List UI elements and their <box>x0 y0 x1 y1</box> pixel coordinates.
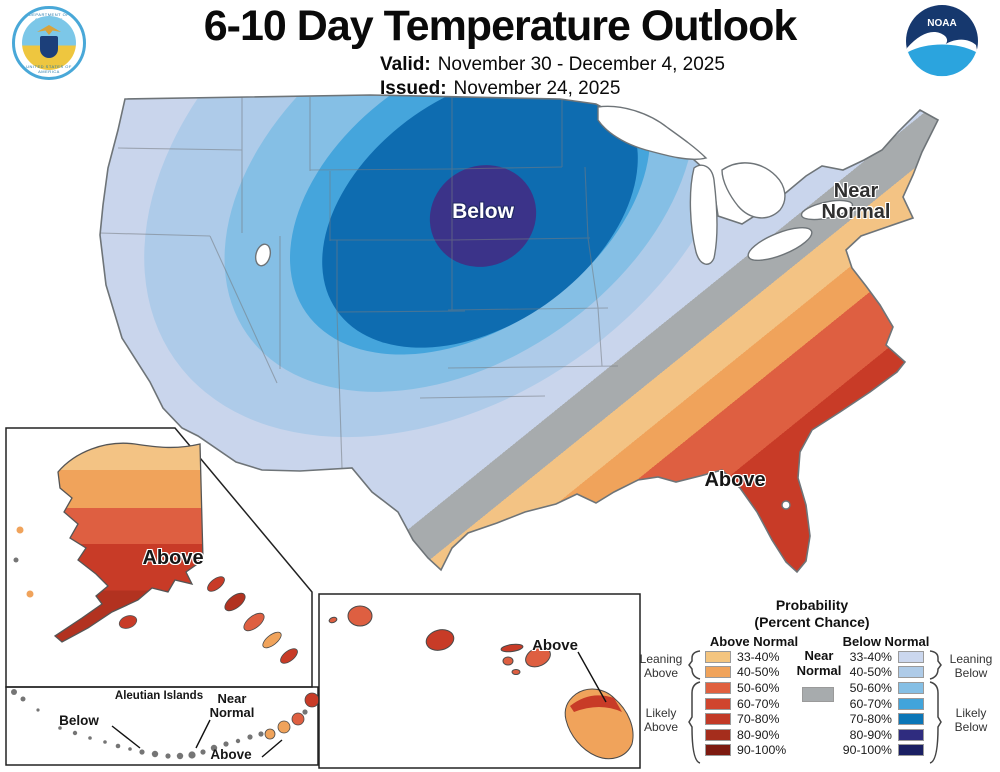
legend-range-label: 50-60% <box>737 680 780 695</box>
legend-near-label-1: Near <box>804 648 834 663</box>
validity-block: Valid: November 30 - December 4, 2025 Iss… <box>380 53 725 101</box>
noaa-logo: NOAA <box>906 5 978 78</box>
noaa-logo-text: NOAA <box>927 18 956 29</box>
legend-swatch <box>898 697 924 710</box>
aleutian-below-label: Below <box>59 713 99 728</box>
conus-above-label: Above <box>704 469 766 491</box>
legend-range-label: 50-60% <box>849 680 892 695</box>
legend-near-label-2: Normal <box>796 663 842 678</box>
legend-swatch <box>898 744 924 757</box>
legend-above-row: 40-50% <box>705 665 791 681</box>
legend-swatch <box>705 728 731 741</box>
legend-swatch <box>705 681 731 694</box>
legend-swatch <box>898 728 924 741</box>
legend-range-label: 60-70% <box>849 696 892 711</box>
aleutian-near-normal-label: Near Normal <box>209 691 255 720</box>
legend-range-label: 90-100% <box>842 743 892 758</box>
legend-below-header: Below Normal <box>842 634 930 649</box>
valid-label: Valid: <box>380 54 431 75</box>
aleutian-pointer-lines <box>111 719 283 758</box>
conus-outline <box>99 94 940 574</box>
great-lakes <box>254 105 854 510</box>
alaska-inset <box>13 442 298 664</box>
legend-above-row: 60-70% <box>705 696 791 712</box>
legend-above-header: Above Normal <box>709 634 799 649</box>
hawaii-pointer-line <box>577 651 607 703</box>
legend-left-braces <box>688 650 701 764</box>
hawaii-inset-frame <box>318 593 641 769</box>
legend-near-swatch <box>802 687 834 702</box>
aleutian-islands-label: Aleutian Islands <box>114 690 204 702</box>
conus-below-label: Below <box>452 200 514 223</box>
department-of-commerce-seal: DEPARTMENT OF COMMERCE UNITED STATES OF … <box>12 6 86 80</box>
state-borders <box>100 96 619 469</box>
legend-below-row: 40-50% <box>838 665 924 681</box>
legend-range-label: 40-50% <box>737 665 780 680</box>
conus-near-normal-label: Near Normal <box>821 180 891 223</box>
legend-swatch <box>705 744 731 757</box>
legend-above-column: 33-40% 40-50% 50-60% 60-70% 70-80% 80-90% 90-1… <box>705 649 791 758</box>
legend-range-label: 40-50% <box>849 665 892 680</box>
legend-above-row: 70-80% <box>705 711 791 727</box>
legend-swatch <box>898 650 924 663</box>
legend-range-label: 33-40% <box>737 649 780 664</box>
legend-swatch <box>898 713 924 726</box>
page-title: 6-10 Day Temperature Outlook <box>203 2 798 50</box>
legend-leaning-below-label: Leaning Below <box>949 652 993 680</box>
aleutian-above-label: Above <box>210 747 252 762</box>
legend-swatch <box>898 666 924 679</box>
shield-icon <box>40 36 58 58</box>
legend-above-row: 80-90% <box>705 727 791 743</box>
legend-below-row: 90-100% <box>838 743 924 759</box>
legend-likely-below-label: Likely Below <box>954 706 988 734</box>
legend-below-row: 60-70% <box>838 696 924 712</box>
legend-leaning-above-label: Leaning Above <box>639 652 683 680</box>
legend-swatch <box>705 666 731 679</box>
legend-range-label: 80-90% <box>849 727 892 742</box>
eagle-icon <box>37 25 61 35</box>
seal-bottom-text: UNITED STATES OF AMERICA <box>26 64 72 74</box>
legend-swatch <box>705 650 731 663</box>
legend-range-label: 60-70% <box>737 696 780 711</box>
legend-above-row: 33-40% <box>705 649 791 665</box>
legend-swatch <box>705 697 731 710</box>
legend-range-label: 33-40% <box>849 649 892 664</box>
legend-range-label: 70-80% <box>737 712 780 727</box>
seal-inner <box>22 16 76 70</box>
hawaii-above-label: Above <box>532 637 578 654</box>
legend-likely-above-label: Likely Above <box>643 706 679 734</box>
legend-swatch <box>705 713 731 726</box>
legend-range-label: 90-100% <box>737 743 787 758</box>
legend-swatch <box>898 681 924 694</box>
hawaii-islands <box>328 605 634 760</box>
aleutian-inset-frame <box>5 686 319 766</box>
legend-below-row: 70-80% <box>838 711 924 727</box>
legend-below-row: 33-40% <box>838 649 924 665</box>
alaska-inset-frame <box>5 427 313 688</box>
alaska-above-label: Above <box>142 547 204 569</box>
legend-above-row: 90-100% <box>705 743 791 759</box>
valid-value: November 30 - December 4, 2025 <box>437 54 725 75</box>
legend-subtitle: (Percent Chance) <box>754 614 870 630</box>
legend-below-row: 50-60% <box>838 680 924 696</box>
legend-below-column: 33-40% 40-50% 50-60% 60-70% 70-80% 80-90% 90-1… <box>838 649 924 758</box>
legend-range-label: 80-90% <box>737 727 780 742</box>
legend-range-label: 70-80% <box>849 712 892 727</box>
legend-right-braces <box>929 650 942 764</box>
legend-below-row: 80-90% <box>838 727 924 743</box>
issued-value: November 24, 2025 <box>453 78 621 99</box>
legend-above-row: 50-60% <box>705 680 791 696</box>
legend-title: Probability <box>775 597 849 613</box>
issued-label: Issued: <box>380 78 447 99</box>
